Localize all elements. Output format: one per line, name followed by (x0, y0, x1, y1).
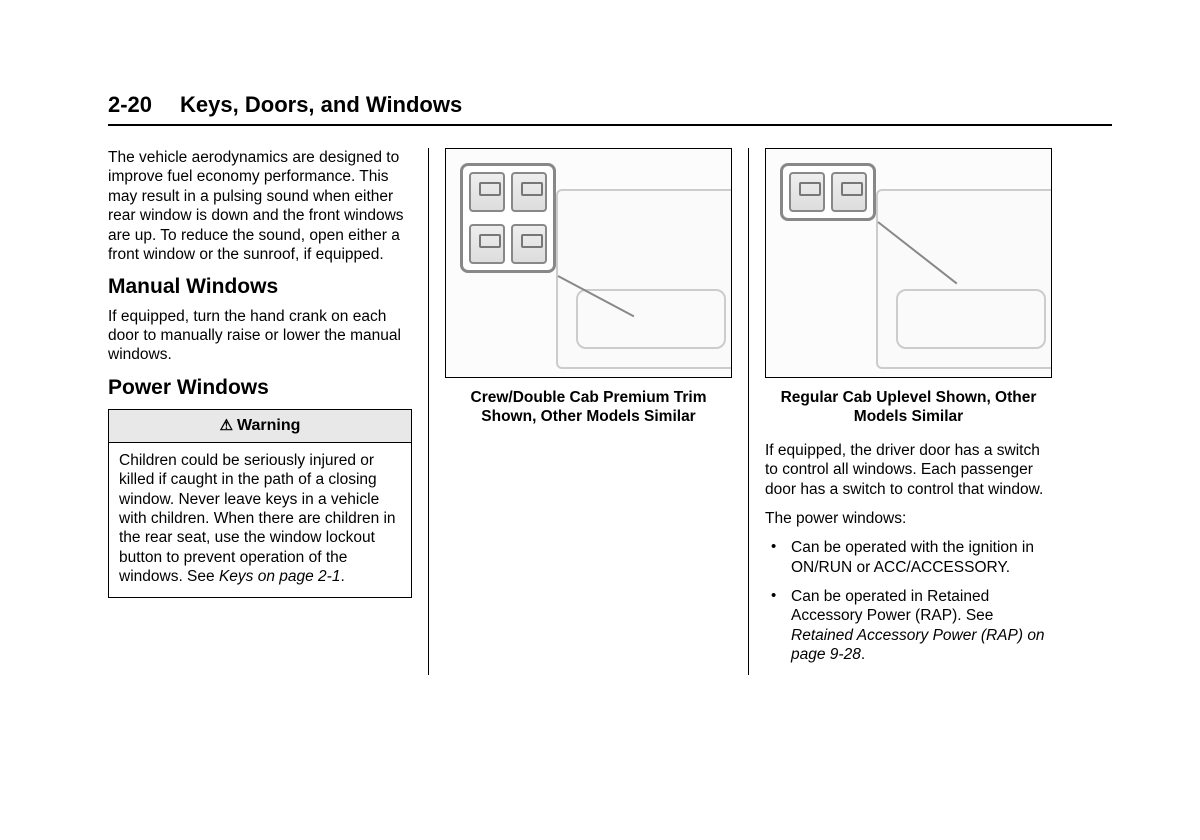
switch-row-top (463, 166, 553, 218)
window-switch-icon (469, 224, 505, 264)
column-1: The vehicle aerodynamics are designed to… (108, 148, 428, 675)
window-switch-icon (469, 172, 505, 212)
window-switch-icon (831, 172, 867, 212)
warning-text-end: . (340, 568, 344, 585)
power-windows-heading: Power Windows (108, 375, 412, 401)
manual-windows-body: If equipped, turn the hand crank on each… (108, 307, 412, 365)
manual-windows-heading: Manual Windows (108, 274, 412, 300)
page-number: 2-20 (108, 92, 152, 117)
list-item: Can be operated with the ignition in ON/… (765, 538, 1052, 577)
figure-crew-double-cab (445, 148, 732, 378)
switch-panel-4 (460, 163, 556, 273)
column-2: Crew/Double Cab Premium Trim Shown, Othe… (428, 148, 748, 675)
figure-caption-2: Regular Cab Uplevel Shown, Other Models … (765, 388, 1052, 427)
chapter-title: Keys, Doors, and Windows (180, 92, 462, 117)
switch-panel-2 (780, 163, 876, 221)
power-windows-list: Can be operated with the ignition in ON/… (765, 538, 1052, 664)
armrest-outline (896, 289, 1046, 349)
list-text: Can be operated in Retained Accessory Po… (791, 588, 993, 624)
switch-row-bottom (463, 218, 553, 270)
page-header: 2-20 Keys, Doors, and Windows (108, 92, 1112, 126)
figure-caption-1: Crew/Double Cab Premium Trim Shown, Othe… (445, 388, 732, 427)
driver-switch-paragraph: If equipped, the driver door has a switc… (765, 441, 1052, 499)
window-switch-icon (789, 172, 825, 212)
power-windows-intro: The power windows: (765, 509, 1052, 528)
list-ref: Retained Accessory Power (RAP) on page 9… (791, 627, 1045, 663)
column-3: Regular Cab Uplevel Shown, Other Models … (748, 148, 1068, 675)
warning-triangle-icon: ⚠ (220, 417, 233, 434)
list-item: Can be operated in Retained Accessory Po… (765, 587, 1052, 665)
warning-text: Children could be seriously injured or k… (119, 452, 396, 585)
content-columns: The vehicle aerodynamics are designed to… (108, 148, 1112, 675)
list-text-end: . (861, 646, 865, 663)
window-switch-icon (511, 172, 547, 212)
figure-regular-cab (765, 148, 1052, 378)
warning-box: ⚠Warning Children could be seriously inj… (108, 409, 412, 598)
warning-title: ⚠Warning (109, 410, 411, 443)
warning-body: Children could be seriously injured or k… (109, 443, 411, 597)
warning-ref: Keys on page 2-1 (219, 568, 341, 585)
switch-row (783, 166, 873, 218)
header-line: 2-20 Keys, Doors, and Windows (108, 92, 1112, 118)
warning-label: Warning (237, 417, 300, 434)
window-switch-icon (511, 224, 547, 264)
aero-paragraph: The vehicle aerodynamics are designed to… (108, 148, 412, 264)
